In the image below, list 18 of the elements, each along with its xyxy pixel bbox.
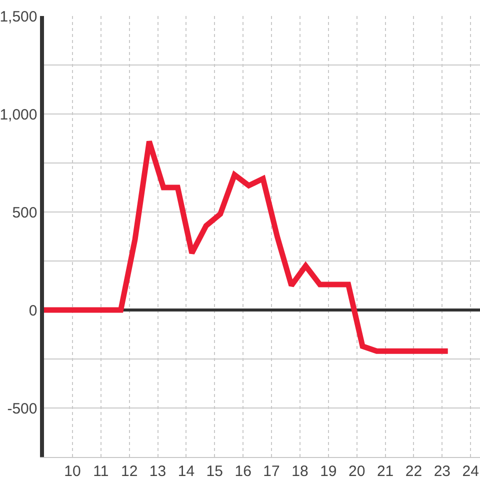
x-tick-label: 12 (120, 463, 138, 480)
x-tick-label: 14 (178, 463, 195, 480)
x-tick-label: 24 (462, 463, 479, 480)
x-tick-label: 10 (64, 463, 81, 480)
x-tick-label: 21 (376, 463, 394, 480)
x-tick-label: 20 (348, 463, 366, 480)
x-tick-label: 17 (263, 463, 280, 480)
y-tick-label: 0 (28, 302, 38, 320)
y-tick-label: -500 (7, 400, 38, 418)
y-tick-label: 500 (12, 204, 38, 222)
x-tick-label: 22 (405, 463, 422, 480)
x-tick-label: 15 (206, 463, 223, 480)
x-tick-label: 11 (93, 463, 109, 480)
x-tick-label: 19 (320, 463, 337, 480)
x-tick-label: 23 (434, 463, 451, 480)
x-tick-label: 13 (149, 463, 166, 480)
x-tick-label: 16 (234, 463, 252, 480)
x-tick-label: 18 (292, 463, 308, 480)
